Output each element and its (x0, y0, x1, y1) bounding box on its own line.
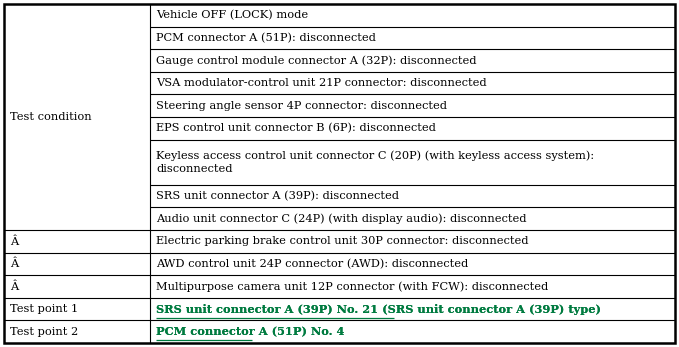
Text: Multipurpose camera unit 12P connector (with FCW): disconnected: Multipurpose camera unit 12P connector (… (156, 281, 548, 292)
Text: EPS control unit connector B (6P): disconnected: EPS control unit connector B (6P): disco… (156, 123, 436, 134)
Text: PCM connector A (51P) No. 4: PCM connector A (51P) No. 4 (156, 326, 344, 337)
Text: PCM connector A (51P): disconnected: PCM connector A (51P): disconnected (156, 33, 376, 43)
Text: SRS unit connector A (39P) No. 21 (SRS unit connector A (39P) type): SRS unit connector A (39P) No. 21 (SRS u… (156, 304, 601, 315)
Text: PCM connector A (51P) No. 4: PCM connector A (51P) No. 4 (156, 326, 344, 337)
Text: SRS unit connector A (39P) No. 21 (SRS unit connector A (39P) type): SRS unit connector A (39P) No. 21 (SRS u… (156, 304, 601, 315)
Text: Steering angle sensor 4P connector: disconnected: Steering angle sensor 4P connector: disc… (156, 101, 447, 111)
Text: SRS unit connector A (39P): disconnected: SRS unit connector A (39P): disconnected (156, 191, 399, 201)
Text: AWD control unit 24P connector (AWD): disconnected: AWD control unit 24P connector (AWD): di… (156, 259, 469, 269)
Text: Test point 1: Test point 1 (10, 304, 78, 314)
Text: Â: Â (10, 236, 18, 247)
Text: Â: Â (10, 281, 18, 292)
Text: Electric parking brake control unit 30P connector: disconnected: Electric parking brake control unit 30P … (156, 236, 528, 246)
Text: Test point 2: Test point 2 (10, 327, 78, 337)
Text: Test condition: Test condition (10, 112, 92, 122)
Text: Gauge control module connector A (32P): disconnected: Gauge control module connector A (32P): … (156, 55, 477, 66)
Text: Vehicle OFF (LOCK) mode: Vehicle OFF (LOCK) mode (156, 10, 308, 20)
Text: Audio unit connector C (24P) (with display audio): disconnected: Audio unit connector C (24P) (with displ… (156, 213, 526, 224)
Text: Keyless access control unit connector C (20P) (with keyless access system):
disc: Keyless access control unit connector C … (156, 151, 594, 174)
Text: Â: Â (10, 259, 18, 269)
Text: VSA modulator-control unit 21P connector: disconnected: VSA modulator-control unit 21P connector… (156, 78, 487, 88)
